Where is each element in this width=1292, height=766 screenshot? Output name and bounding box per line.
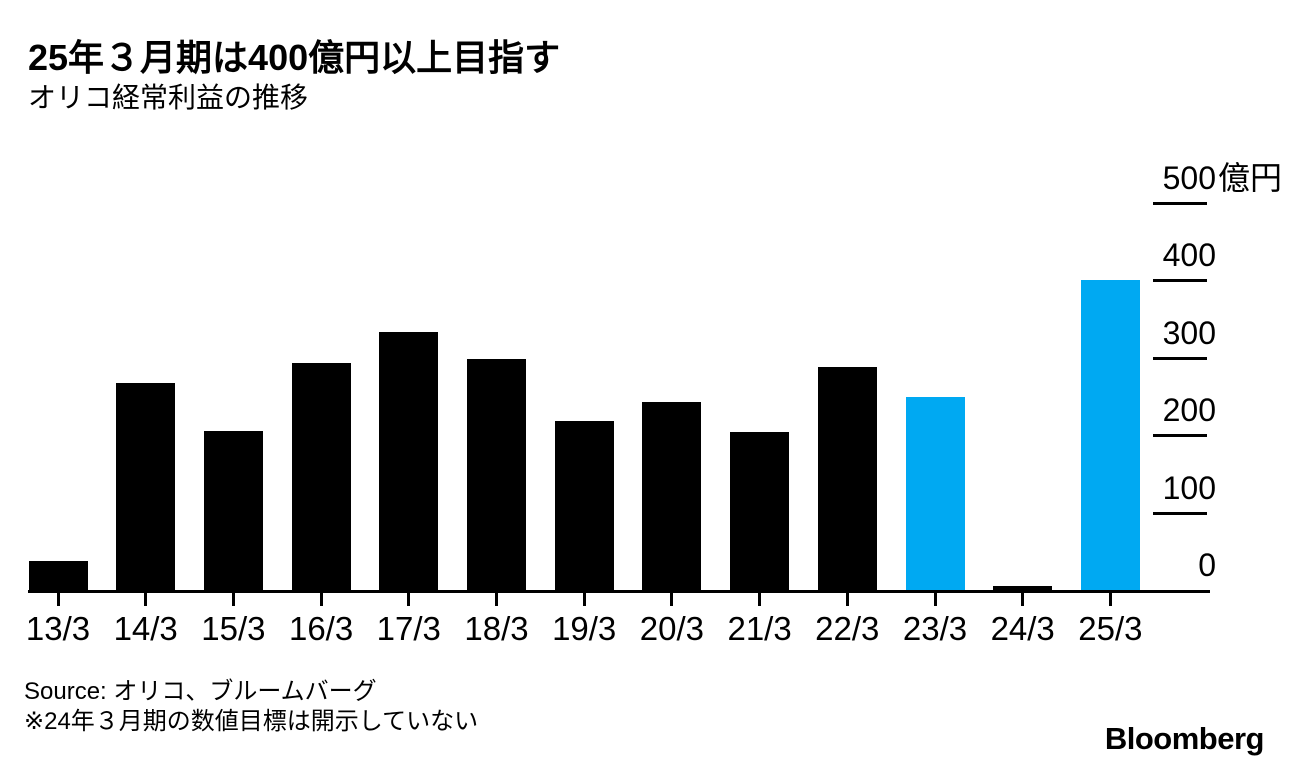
x-tick-mark xyxy=(1108,593,1112,606)
bar-13/3 xyxy=(28,561,88,592)
x-tick-mark xyxy=(933,593,937,606)
y-tick-label: 300 xyxy=(1162,314,1216,351)
bar-18/3 xyxy=(467,359,526,592)
bar-17/3 xyxy=(379,332,439,592)
x-tick-mark xyxy=(1021,593,1025,606)
y-tick-mark xyxy=(1153,201,1207,205)
x-tick-mark xyxy=(407,593,411,606)
y-tick-label: 0 xyxy=(1198,547,1216,583)
y-axis-unit-label: 億円 xyxy=(1218,159,1283,196)
bar-20/3 xyxy=(642,402,702,592)
y-tick-label: 100 xyxy=(1162,469,1216,506)
bar-19/3 xyxy=(554,421,614,592)
x-tick-label: 17/3 xyxy=(376,610,441,647)
y-tick-mark xyxy=(1153,511,1207,515)
x-tick-mark xyxy=(845,593,849,606)
source-text: Source: オリコ、ブルームバーグ xyxy=(24,678,377,705)
y-tick-mark xyxy=(1153,356,1207,360)
chart-title: 25年３月期は400億円以上目指す xyxy=(28,37,561,78)
bar-25/3 xyxy=(1080,280,1140,592)
bar-24/3 xyxy=(993,586,1053,592)
x-tick-label: 18/3 xyxy=(464,610,529,647)
x-tick-label: 22/3 xyxy=(815,610,880,647)
x-tick-mark xyxy=(670,593,674,606)
x-tick-label: 16/3 xyxy=(288,610,354,647)
x-tick-label: 24/3 xyxy=(990,610,1055,647)
x-tick-mark xyxy=(144,593,148,606)
bar-21/3 xyxy=(730,432,790,592)
x-tick-label: 15/3 xyxy=(201,610,266,647)
x-tick-label: 20/3 xyxy=(639,610,704,647)
y-tick-label: 200 xyxy=(1162,392,1216,429)
x-tick-label: 13/3 xyxy=(25,610,91,647)
x-tick-label: 14/3 xyxy=(113,610,178,647)
x-tick-label: 25/3 xyxy=(1078,610,1143,647)
footnote-text: ※24年３月期の数値目標は開示していない xyxy=(24,708,479,735)
x-tick-mark xyxy=(582,593,586,606)
bar-23/3 xyxy=(905,397,965,592)
x-tick-mark xyxy=(231,593,235,606)
x-tick-mark xyxy=(56,593,60,606)
x-tick-mark xyxy=(319,593,323,606)
x-tick-label: 21/3 xyxy=(727,610,792,647)
bloomberg-logo: Bloomberg xyxy=(1104,721,1265,756)
x-tick-label: 23/3 xyxy=(902,610,968,647)
x-tick-label: 19/3 xyxy=(552,610,617,647)
x-tick-mark xyxy=(495,593,498,606)
x-tick-mark xyxy=(758,593,762,606)
y-tick-label: 500 xyxy=(1162,159,1216,196)
y-tick-mark xyxy=(1153,279,1207,283)
bar-15/3 xyxy=(203,431,263,592)
bar-22/3 xyxy=(817,367,877,592)
chart-subtitle: オリコ経常利益の推移 xyxy=(28,82,309,113)
bar-14/3 xyxy=(116,383,176,592)
y-tick-label: 400 xyxy=(1162,237,1216,274)
x-axis-line xyxy=(28,590,1210,593)
bar-16/3 xyxy=(291,363,351,592)
y-tick-mark xyxy=(1153,434,1207,438)
